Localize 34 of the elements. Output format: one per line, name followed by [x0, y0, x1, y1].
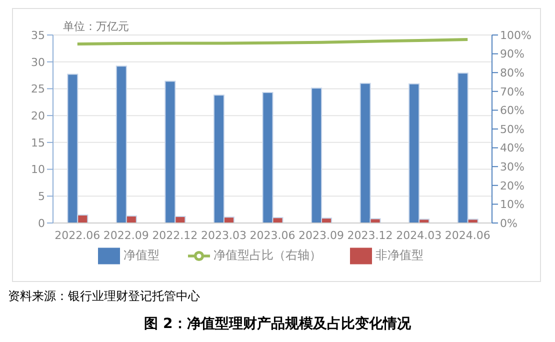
- legend-label: 净值型: [124, 248, 160, 262]
- x-tick-label: 2024.03: [396, 228, 442, 242]
- x-tick-label: 2022.09: [103, 228, 149, 242]
- y-tick-label: 0: [38, 216, 45, 230]
- y2-tick-label: 90%: [500, 48, 524, 61]
- x-tick-label: 2024.06: [444, 228, 490, 242]
- x-tick-label: 2023.09: [298, 228, 344, 242]
- x-tick-label: 2023.06: [250, 228, 296, 242]
- text: 资料来源：银行业理财登记托管中心: [8, 288, 201, 305]
- y-tick-label: 15: [31, 136, 45, 150]
- y2-tick-label: 0%: [500, 216, 518, 230]
- y2-tick-label: 100%: [500, 28, 532, 42]
- y-tick-label: 5: [38, 190, 45, 204]
- y-tick-label: 35: [31, 28, 45, 42]
- y2-tick-label: 70%: [500, 85, 524, 98]
- x-tick-label: 2022.12: [152, 228, 198, 242]
- legend-label: 净值型占比（右轴）: [214, 248, 322, 262]
- x-tick-label: 2023.12: [347, 228, 393, 242]
- y-tick-label: 30: [31, 56, 45, 69]
- y2-tick-label: 80%: [500, 66, 524, 80]
- x-tick-label: 2022.06: [54, 228, 100, 242]
- y2-tick-label: 60%: [500, 104, 524, 118]
- y2-tick-label: 10%: [500, 198, 524, 212]
- text: 单位：万亿元: [63, 19, 129, 34]
- y-tick-label: 20: [31, 109, 45, 122]
- y2-tick-label: 40%: [500, 142, 524, 155]
- y2-tick-label: 50%: [500, 122, 524, 136]
- y2-tick-label: 30%: [500, 160, 524, 174]
- y2-tick-label: 20%: [500, 179, 524, 192]
- legend-label: 非净值型: [376, 248, 424, 262]
- y-tick-label: 10: [31, 163, 45, 176]
- x-tick-label: 2023.03: [200, 228, 246, 242]
- text: 图 2：净值型理财产品规模及占比变化情况: [143, 315, 412, 333]
- y-tick-label: 25: [31, 82, 45, 96]
